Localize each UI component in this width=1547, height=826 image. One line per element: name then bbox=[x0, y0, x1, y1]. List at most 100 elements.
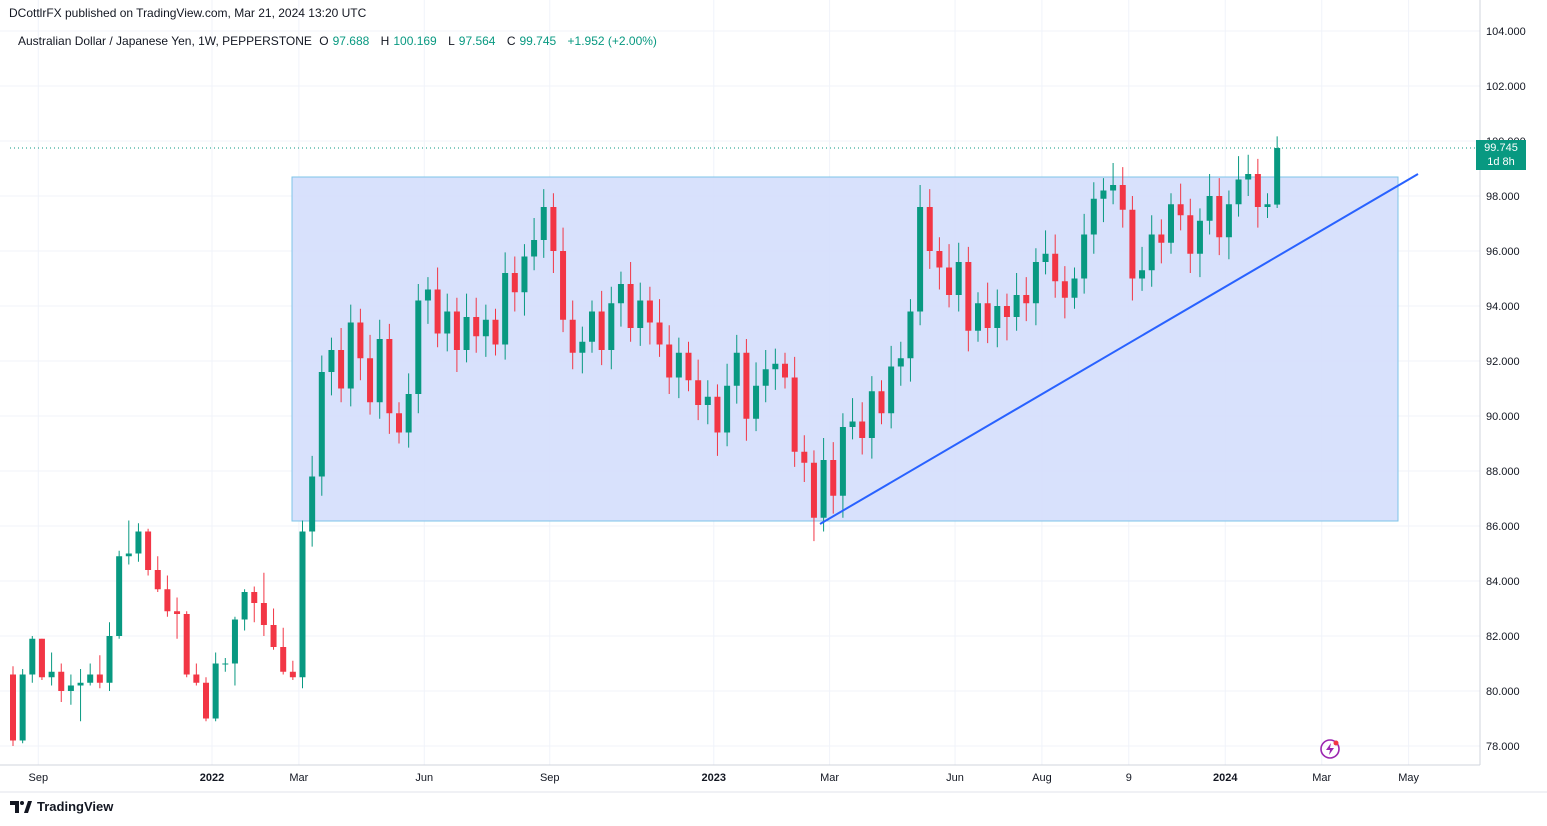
candle-body bbox=[830, 460, 837, 496]
candle-body bbox=[1100, 190, 1107, 199]
support-trendline[interactable] bbox=[819, 173, 1419, 525]
candle-body bbox=[116, 556, 123, 636]
candle-body bbox=[106, 636, 113, 683]
candle-body bbox=[193, 674, 200, 683]
candle-body bbox=[1206, 196, 1213, 221]
price-tick-label: 92.000 bbox=[1486, 356, 1520, 368]
candle-body bbox=[125, 553, 132, 557]
candle-body bbox=[1225, 204, 1232, 238]
high-value: 100.169 bbox=[393, 34, 437, 48]
candle-body bbox=[203, 682, 209, 719]
candle-body bbox=[868, 391, 875, 438]
bolt-icon[interactable] bbox=[1320, 739, 1340, 759]
candle-body bbox=[579, 341, 586, 353]
time-tick-label: Mar bbox=[820, 772, 839, 784]
price-tick-label: 96.000 bbox=[1486, 246, 1520, 258]
candle-body bbox=[19, 674, 26, 741]
candle-body bbox=[453, 311, 460, 350]
candle-body bbox=[859, 421, 866, 438]
candle-body bbox=[685, 352, 692, 381]
time-tick-label: Jun bbox=[946, 772, 964, 784]
candle-body bbox=[299, 531, 306, 678]
price-tick-label: 82.000 bbox=[1486, 631, 1520, 643]
candle-body bbox=[782, 363, 788, 378]
candle-body bbox=[666, 344, 673, 378]
candle-body bbox=[646, 300, 653, 323]
candle-body bbox=[656, 322, 663, 345]
candle-body bbox=[801, 451, 808, 463]
low-value: 97.564 bbox=[458, 34, 496, 48]
candle-body bbox=[1235, 179, 1242, 205]
candle-body bbox=[482, 319, 489, 337]
time-tick-label: Jun bbox=[415, 772, 433, 784]
time-tick-label: Sep bbox=[540, 772, 560, 784]
candle-body bbox=[270, 625, 277, 647]
candle-body bbox=[810, 462, 817, 518]
candle-body bbox=[936, 251, 943, 268]
time-tick-label: 2024 bbox=[1213, 772, 1238, 784]
price-axis: 104.000102.000100.00098.00096.00094.0009… bbox=[1486, 26, 1526, 753]
last-price-value: 99.745 bbox=[1484, 142, 1518, 154]
candle-body bbox=[328, 350, 335, 372]
candle-body bbox=[1274, 148, 1281, 205]
time-tick-label: Mar bbox=[289, 772, 308, 784]
candle-body bbox=[473, 317, 480, 337]
price-tick-label: 90.000 bbox=[1486, 411, 1520, 423]
price-tick-label: 88.000 bbox=[1486, 466, 1520, 478]
candle-body bbox=[318, 372, 325, 477]
candle-body bbox=[965, 262, 972, 331]
candle-body bbox=[1158, 234, 1165, 243]
bar-countdown: 1d 8h bbox=[1487, 156, 1515, 168]
candle-body bbox=[791, 377, 798, 452]
price-tick-label: 80.000 bbox=[1486, 686, 1520, 698]
candle-body bbox=[762, 369, 769, 386]
price-tick-label: 84.000 bbox=[1486, 576, 1520, 588]
candle-body bbox=[338, 350, 345, 389]
time-tick-label: 2023 bbox=[702, 772, 726, 784]
candle-body bbox=[994, 306, 1001, 328]
candle-body bbox=[1023, 295, 1030, 304]
candle-body bbox=[444, 311, 451, 334]
candle-body bbox=[1196, 220, 1203, 254]
candle-body bbox=[1254, 174, 1261, 207]
candle-body bbox=[550, 207, 557, 251]
candle-body bbox=[174, 611, 181, 614]
candle-body bbox=[1071, 278, 1078, 298]
candle-body bbox=[1032, 262, 1039, 304]
candle-body bbox=[48, 671, 55, 678]
candle-body bbox=[743, 352, 750, 419]
time-axis: Sep 2022 Mar Jun Sep 2023 Mar Jun Aug 9 2024 Mar May bbox=[29, 772, 1420, 784]
candle-body bbox=[396, 413, 402, 433]
candle-body bbox=[87, 674, 94, 683]
time-tick-label: May bbox=[1398, 772, 1419, 784]
candle-body bbox=[1245, 174, 1252, 180]
time-tick-label: Mar bbox=[1312, 772, 1331, 784]
candle-body bbox=[878, 391, 885, 414]
candle-body bbox=[1110, 185, 1117, 191]
candle-body bbox=[58, 671, 65, 691]
candle-body bbox=[1003, 306, 1010, 317]
candle-body bbox=[733, 352, 740, 386]
open-label: O bbox=[319, 34, 329, 48]
candle-body bbox=[1061, 281, 1068, 298]
time-tick-label: Sep bbox=[29, 772, 49, 784]
candle-body bbox=[1177, 204, 1184, 216]
candle-body bbox=[38, 638, 45, 678]
candle-body bbox=[347, 322, 354, 389]
candle-body bbox=[627, 284, 634, 328]
candle-body bbox=[1148, 234, 1155, 271]
close-value: 99.745 bbox=[519, 34, 557, 48]
tradingview-logo[interactable]: TradingView bbox=[10, 799, 113, 814]
candle-body bbox=[386, 339, 393, 414]
candle-body bbox=[608, 303, 615, 350]
candle-body bbox=[309, 476, 316, 532]
candle-body bbox=[753, 385, 760, 419]
candle-body bbox=[1187, 215, 1194, 254]
candle-body bbox=[704, 396, 711, 405]
candle-body bbox=[1081, 234, 1088, 279]
candle-body bbox=[1013, 295, 1020, 317]
candle-body bbox=[589, 311, 595, 342]
price-tick-label: 78.000 bbox=[1486, 741, 1520, 753]
candle-body bbox=[424, 289, 431, 301]
